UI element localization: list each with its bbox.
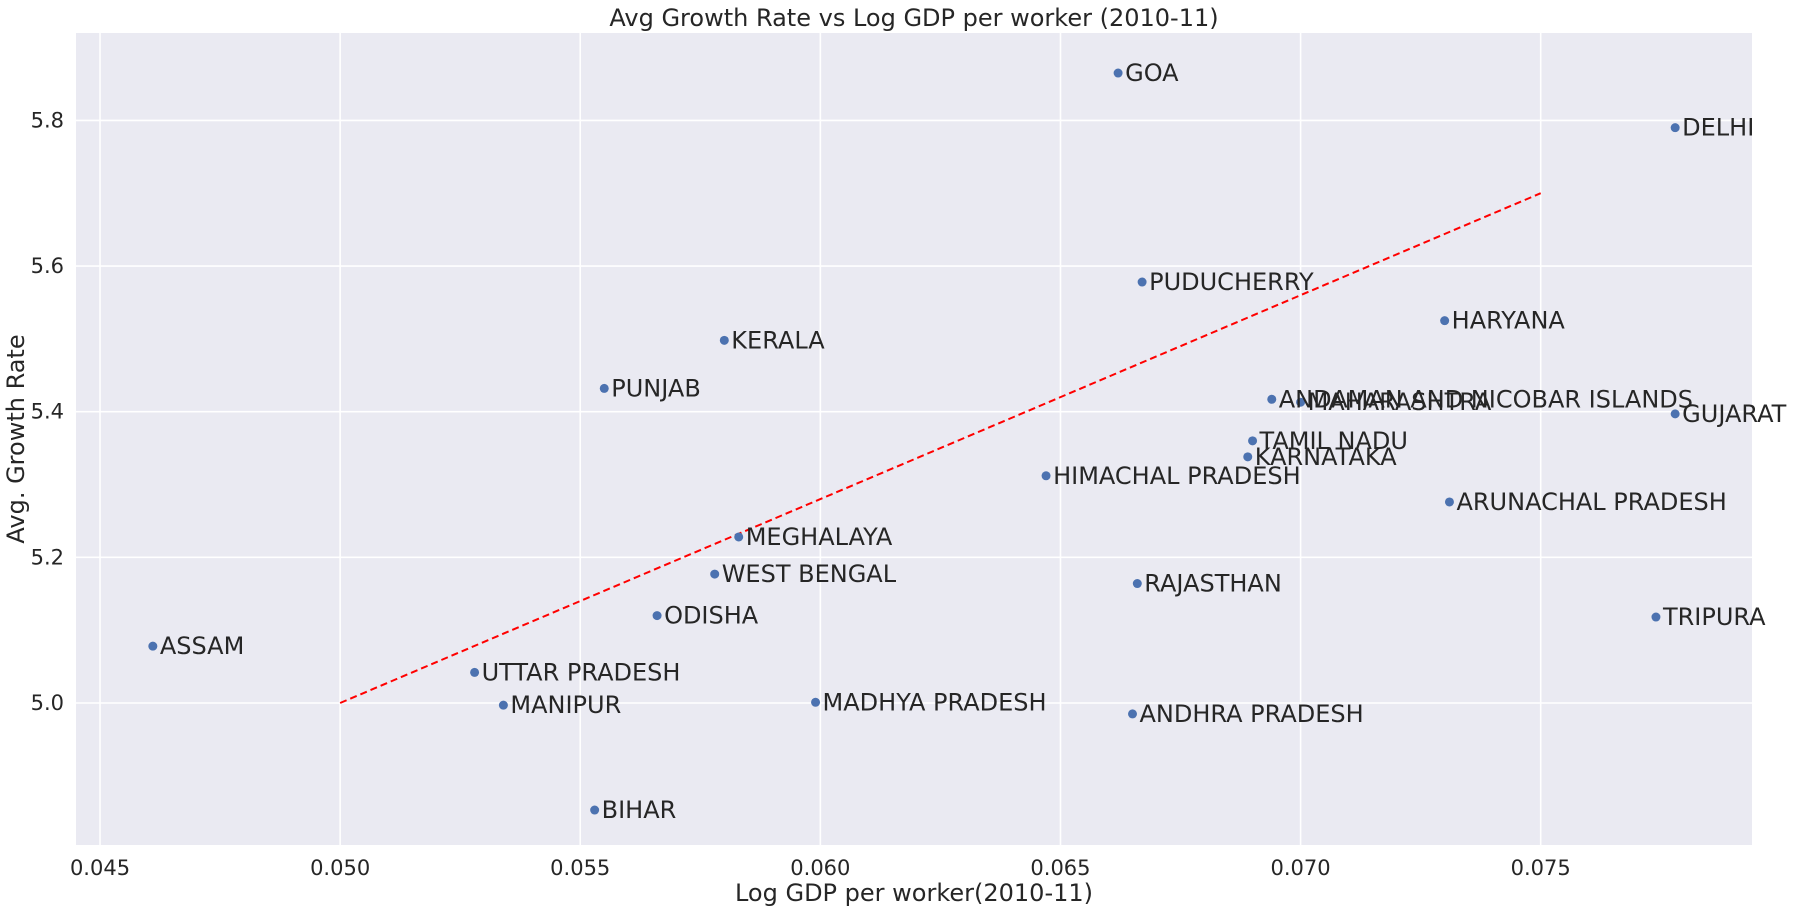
point-label: HIMACHAL PRADESH — [1053, 462, 1301, 490]
data-point — [1132, 579, 1142, 589]
data-point — [1670, 123, 1680, 133]
y-axis-label: Avg. Growth Rate — [2, 334, 30, 543]
y-tick-label: 5.4 — [31, 400, 64, 424]
point-label: KERALA — [731, 326, 825, 354]
x-tick-label: 0.060 — [790, 856, 850, 880]
data-point — [1444, 497, 1454, 507]
data-point — [1296, 397, 1306, 407]
point-label: MADHYA PRADESH — [823, 688, 1047, 716]
data-point — [599, 383, 609, 393]
point-label: DELHI — [1682, 114, 1754, 142]
data-points — [148, 68, 1680, 815]
y-tick-label: 5.6 — [31, 254, 64, 278]
point-label: KARNATAKA — [1255, 443, 1397, 471]
data-point — [148, 641, 158, 651]
data-point — [710, 569, 720, 579]
data-point — [1041, 471, 1051, 481]
x-tick-label: 0.075 — [1511, 856, 1571, 880]
x-tick-label: 0.045 — [70, 856, 130, 880]
fit-line-layer — [339, 192, 1542, 704]
x-tick-label: 0.065 — [1030, 856, 1090, 880]
x-axis-label: Log GDP per worker(2010-11) — [735, 879, 1093, 907]
point-labels: GOA DELHI PUDUCHERRY HARYANA KERALA PUNJAB AND… — [160, 59, 1787, 824]
data-point — [652, 611, 662, 621]
point-label: ANDAMAN AND NICOBAR ISLANDS — [1279, 385, 1693, 413]
point-label: PUDUCHERRY — [1149, 268, 1314, 296]
data-point — [1113, 68, 1123, 78]
y-tick-labels: 5.0 5.2 5.4 5.6 5.8 — [31, 108, 64, 715]
point-label: ODISHA — [664, 602, 759, 630]
data-point — [590, 805, 600, 815]
data-point — [1248, 436, 1258, 446]
data-point — [1267, 394, 1277, 404]
grid-lines — [76, 33, 1752, 845]
data-point — [811, 697, 821, 707]
point-label: MAHARASHTRA — [1308, 388, 1492, 416]
plot-area — [76, 33, 1752, 845]
data-point — [719, 335, 729, 345]
point-label: GUJARAT — [1682, 400, 1786, 428]
point-label: GOA — [1125, 59, 1179, 87]
data-point — [1137, 277, 1147, 287]
point-label: MANIPUR — [510, 691, 621, 719]
y-tick-label: 5.8 — [31, 108, 64, 132]
data-point — [498, 700, 508, 710]
chart-title: Avg Growth Rate vs Log GDP per worker (2… — [609, 4, 1218, 32]
x-tick-labels: 0.045 0.050 0.055 0.060 0.065 0.070 0.075 — [70, 856, 1571, 880]
data-point — [1440, 316, 1450, 326]
point-label: MEGHALAYA — [746, 523, 893, 551]
point-label: WEST BENGAL — [722, 560, 897, 588]
regression-line — [339, 192, 1542, 704]
point-label: PUNJAB — [611, 374, 701, 402]
point-label: ANDHRA PRADESH — [1140, 700, 1364, 728]
x-tick-label: 0.070 — [1271, 856, 1331, 880]
x-tick-label: 0.050 — [310, 856, 370, 880]
point-label: HARYANA — [1452, 307, 1566, 335]
y-tick-label: 5.2 — [31, 545, 64, 569]
point-label: RAJASTHAN — [1144, 570, 1282, 598]
point-label: ARUNACHAL PRADESH — [1456, 488, 1726, 516]
x-tick-label: 0.055 — [550, 856, 610, 880]
point-label: TRIPURA — [1662, 603, 1766, 631]
y-tick-label: 5.0 — [31, 691, 64, 715]
data-point — [734, 532, 744, 542]
point-label: ASSAM — [160, 632, 244, 660]
data-point — [1243, 452, 1253, 462]
point-label: BIHAR — [602, 796, 677, 824]
data-point — [1128, 709, 1138, 719]
point-label: UTTAR PRADESH — [482, 658, 681, 686]
point-label: TAMIL NADU — [1259, 427, 1408, 455]
data-point — [470, 667, 480, 677]
data-point — [1651, 612, 1661, 622]
data-point — [1670, 409, 1680, 419]
